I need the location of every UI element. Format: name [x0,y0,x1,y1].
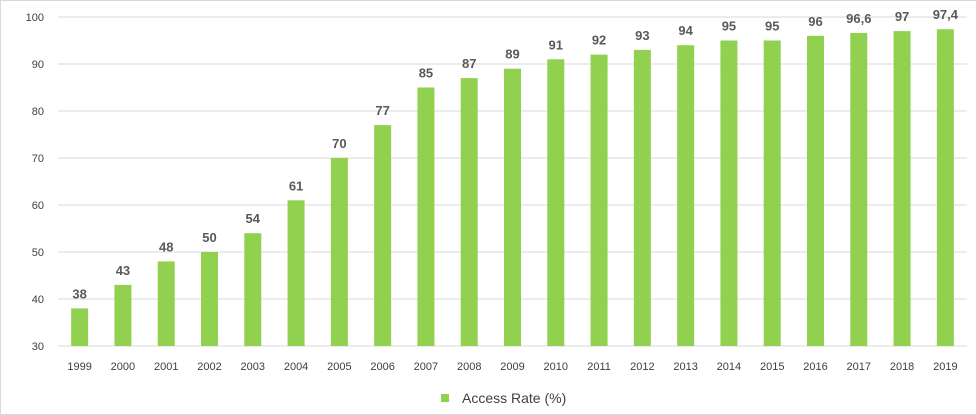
y-tick-label: 40 [32,294,44,306]
bar [590,54,608,346]
x-tick-label: 2005 [327,361,351,373]
legend-swatch [441,394,449,402]
data-label: 61 [289,178,303,193]
data-label: 54 [246,211,261,226]
bar [677,45,695,346]
y-tick-label: 50 [32,247,44,259]
x-tick-label: 2002 [197,361,221,373]
x-tick-label: 2017 [847,361,871,373]
x-tick-label: 2014 [717,361,741,373]
bar [936,29,954,346]
bar [460,78,478,346]
data-label: 93 [635,28,649,43]
legend: Access Rate (%) [441,390,566,406]
x-tick-label: 2019 [933,361,957,373]
data-label: 97 [895,9,909,24]
data-label: 89 [505,47,519,62]
data-label: 91 [549,37,563,52]
x-tick-label: 2006 [370,361,394,373]
bar [71,308,89,346]
y-tick-label: 70 [32,153,44,165]
x-tick-label: 2011 [587,361,611,373]
bar [850,32,868,346]
x-tick-label: 2013 [673,361,697,373]
data-label: 48 [159,239,173,254]
y-axis-tick-labels: 30 40 50 60 70 80 90 100 [26,12,44,353]
x-tick-label: 2007 [414,361,438,373]
data-label: 85 [419,66,433,81]
x-tick-label: 2003 [241,361,265,373]
data-label: 96,6 [846,11,871,26]
bar [201,252,218,346]
bar [893,31,911,346]
data-label: 50 [202,230,216,245]
data-label: 96 [808,14,822,29]
data-label: 70 [332,136,346,151]
bar [330,158,348,346]
y-tick-label: 60 [32,200,44,212]
x-tick-label: 2015 [760,361,784,373]
bar [287,200,305,346]
bar [504,68,521,346]
bar [157,261,175,346]
data-label: 95 [722,19,736,34]
x-tick-label: 2012 [630,361,654,373]
data-label: 77 [375,103,389,118]
bars [71,29,954,347]
y-tick-label: 30 [32,341,44,353]
data-label: 97,4 [933,7,959,22]
x-tick-label: 2008 [457,361,481,373]
bar [417,87,435,346]
data-label: 92 [592,33,606,48]
y-tick-label: 90 [32,59,44,71]
data-labels: 38 43 48 50 54 61 70 77 85 87 89 91 92 93 94 95 95 96 96,6… [72,7,958,301]
data-label: 95 [765,19,779,34]
data-label: 94 [678,23,693,38]
x-tick-label: 1999 [67,361,91,373]
x-tick-label: 2004 [284,361,308,373]
bar [374,125,392,346]
y-tick-label: 80 [32,106,44,118]
x-axis-tick-labels: 1999 2000 2001 2002 2003 2004 2005 2006 2007 2008… [67,361,957,373]
bar [244,233,262,346]
bar [807,35,824,347]
x-tick-label: 2010 [544,361,568,373]
bar [114,284,132,346]
x-tick-label: 2016 [803,361,827,373]
data-label: 38 [72,286,86,301]
x-tick-label: 2009 [500,361,524,373]
bar [547,59,565,347]
bar [633,49,651,347]
bar [763,40,781,346]
legend-label: Access Rate (%) [462,390,566,406]
x-tick-label: 2000 [111,361,135,373]
bar [720,40,738,346]
x-tick-label: 2018 [890,361,914,373]
x-tick-label: 2001 [154,361,178,373]
y-tick-label: 100 [26,12,44,24]
data-label: 87 [462,56,476,71]
data-label: 43 [116,263,130,278]
